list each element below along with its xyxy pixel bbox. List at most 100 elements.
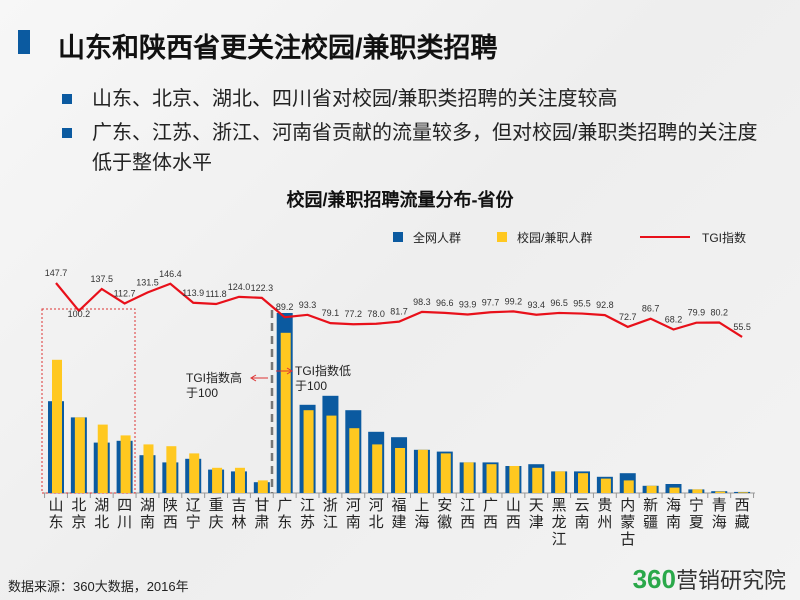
bar-campus-4 <box>143 444 154 493</box>
category-char: 建 <box>392 514 407 531</box>
bar-campus-23 <box>578 473 589 493</box>
category-char: 江 <box>460 497 475 514</box>
arrow-left-icon <box>250 374 257 382</box>
tgi-label: 77.2 <box>345 309 363 319</box>
bar-campus-7 <box>212 467 223 493</box>
data-source: 数据来源：360大数据，2016年 <box>8 579 189 594</box>
tgi-label: 100.2 <box>68 309 91 319</box>
category-char: 海 <box>666 497 681 514</box>
category-label: 福建 <box>392 497 407 531</box>
legend-label: 全网人群 <box>413 230 461 245</box>
category-label: 北京 <box>71 497 86 531</box>
annotation-line: 于100 <box>295 379 327 393</box>
tgi-label: 99.2 <box>505 296 523 306</box>
category-char: 广 <box>483 497 498 514</box>
category-char: 苏 <box>300 514 315 531</box>
category-label: 新疆 <box>643 497 658 531</box>
tgi-label: 92.8 <box>596 300 614 310</box>
bar-campus-5 <box>166 446 177 493</box>
category-label: 贵州 <box>597 497 612 531</box>
category-char: 西 <box>163 514 178 531</box>
category-label: 山东 <box>48 497 63 531</box>
category-char: 江 <box>300 497 315 514</box>
category-label: 湖北 <box>94 497 109 531</box>
legend-label: 校园/兼职人群 <box>517 230 592 245</box>
bar-campus-24 <box>600 478 611 493</box>
category-char: 宁 <box>689 497 704 514</box>
bar-campus-28 <box>692 489 703 493</box>
bar-campus-10 <box>280 332 291 493</box>
category-char: 福 <box>392 497 407 514</box>
category-label: 云南 <box>575 497 590 531</box>
tgi-label: 96.6 <box>436 298 454 308</box>
category-char: 州 <box>597 514 612 531</box>
category-char: 庆 <box>209 514 224 531</box>
category-char: 黑 <box>552 497 567 514</box>
category-char: 山 <box>506 497 521 514</box>
category-label: 宁夏 <box>689 497 704 531</box>
category-label: 河南 <box>346 497 361 531</box>
category-label: 江苏 <box>300 497 315 531</box>
category-char: 川 <box>117 514 132 531</box>
category-label: 黑龙江 <box>552 497 567 548</box>
page-title: 山东和陕西省更关注校园/兼职类招聘 <box>58 33 498 63</box>
tgi-label: 55.5 <box>733 322 751 332</box>
tgi-label: 93.4 <box>528 300 546 310</box>
tgi-label: 86.7 <box>642 304 660 314</box>
tgi-label: 93.9 <box>459 299 477 309</box>
legend-swatch <box>497 232 507 242</box>
category-label: 青海 <box>712 497 727 531</box>
category-char: 辽 <box>186 497 201 514</box>
category-char: 蒙 <box>620 514 635 531</box>
tgi-label: 81.7 <box>390 307 408 317</box>
category-char: 天 <box>529 497 544 514</box>
category-char: 贵 <box>597 497 612 514</box>
category-label: 西藏 <box>735 497 750 531</box>
bar-campus-11 <box>303 410 314 493</box>
category-char: 青 <box>712 497 727 514</box>
category-label: 天津 <box>529 497 544 531</box>
category-label: 安徽 <box>437 497 452 531</box>
category-label: 江西 <box>460 497 475 531</box>
bar-campus-12 <box>326 415 337 493</box>
category-char: 林 <box>231 514 246 531</box>
category-char: 西 <box>735 497 750 514</box>
tgi-label: 98.3 <box>413 297 431 307</box>
tgi-label: 96.5 <box>550 298 568 308</box>
tgi-label: 147.7 <box>45 268 68 278</box>
category-char: 江 <box>323 514 338 531</box>
bar-campus-3 <box>120 435 131 493</box>
title-marker <box>18 30 30 54</box>
category-label: 山西 <box>506 497 521 531</box>
bar-campus-30 <box>738 492 749 493</box>
tgi-label: 93.3 <box>299 300 317 310</box>
category-char: 北 <box>71 497 86 514</box>
bar-campus-9 <box>257 480 268 493</box>
bar-campus-18 <box>463 462 474 493</box>
bullet-2: 广东、江苏、浙江、河南省贡献的流量较多，但对校园/兼职类招聘的关注度低于整体水平 <box>62 118 762 178</box>
category-char: 重 <box>209 497 224 514</box>
category-char: 龙 <box>552 514 567 531</box>
category-char: 北 <box>369 514 384 531</box>
category-char: 湖 <box>94 497 109 514</box>
category-char: 肃 <box>254 514 269 531</box>
category-char: 浙 <box>323 497 338 514</box>
tgi-label: 137.5 <box>90 274 113 284</box>
category-label: 四川 <box>117 497 132 531</box>
category-label: 重庆 <box>209 497 224 531</box>
tgi-label: 79.1 <box>322 308 340 318</box>
category-label: 辽宁 <box>186 497 201 531</box>
category-char: 安 <box>437 497 452 514</box>
category-char: 江 <box>552 531 567 548</box>
bar-campus-16 <box>417 449 428 493</box>
bar-campus-15 <box>395 448 406 493</box>
annotation-line: TGI指数高 <box>186 370 242 385</box>
bar-campus-0 <box>52 359 62 493</box>
tgi-label: 131.5 <box>136 277 159 287</box>
legend-label: TGI指数 <box>702 230 746 245</box>
tgi-label: 124.0 <box>228 282 251 292</box>
annotation-high: TGI指数高于100 <box>186 370 242 400</box>
category-label: 内蒙古 <box>620 497 635 548</box>
category-char: 西 <box>506 514 521 531</box>
category-label: 甘肃 <box>254 497 269 531</box>
